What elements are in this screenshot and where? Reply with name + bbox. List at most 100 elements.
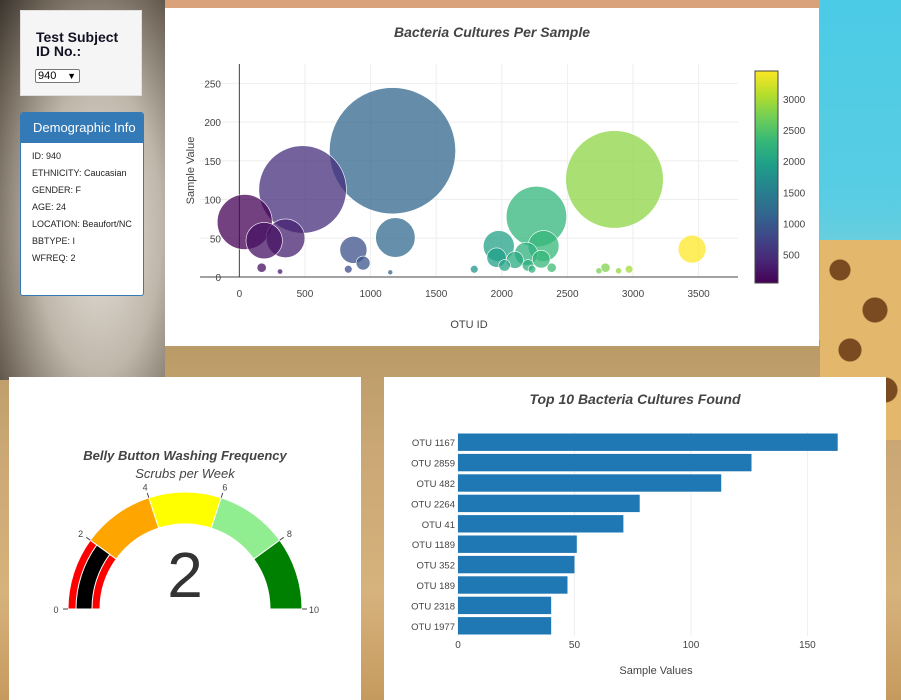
gauge-tick-label: 2 xyxy=(78,529,83,539)
bubble-point xyxy=(245,222,283,260)
x-tick-label: 1500 xyxy=(425,289,448,300)
x-tick-label: 50 xyxy=(569,640,581,651)
colorbar-tick-label: 1500 xyxy=(783,188,806,199)
y-tick-label: OTU 2264 xyxy=(411,499,455,510)
subject-selector-panel: Test Subject ID No.: 940 ▼ xyxy=(20,10,142,96)
bubble-point xyxy=(600,262,611,273)
colorbar-tick-label: 1000 xyxy=(783,219,806,230)
gauge-tick xyxy=(146,492,150,498)
y-tick-label: 0 xyxy=(215,273,221,284)
bar-chart-title: Top 10 Bacteria Cultures Found xyxy=(529,391,741,407)
demo-location: LOCATION: Beaufort/NC xyxy=(32,219,132,229)
gauge-chart[interactable]: 0 2 4 6 8 10 xyxy=(9,377,361,700)
y-tick-label: OTU 2859 xyxy=(411,459,455,470)
y-tick-label: OTU 1977 xyxy=(411,622,455,633)
y-tick-label: 250 xyxy=(204,79,221,90)
y-tick-label: 200 xyxy=(204,118,221,129)
gauge-tick xyxy=(220,492,224,498)
y-tick-label: OTU 1167 xyxy=(412,438,455,449)
bubble-point xyxy=(531,249,551,269)
gauge-tick-label: 6 xyxy=(222,482,227,492)
demographic-info-panel: Demographic Info ID: 940 ETHNICITY: Cauc… xyxy=(20,112,144,296)
demo-gender: GENDER: F xyxy=(32,185,82,195)
y-tick-label: OTU 1189 xyxy=(412,540,455,551)
bubble-point xyxy=(387,269,394,276)
demo-ethnicity: ETHNICITY: Caucasian xyxy=(32,168,127,178)
bubble-point xyxy=(546,262,557,273)
bubble-point xyxy=(565,130,664,229)
bubble-point xyxy=(355,255,371,271)
bubble-point xyxy=(344,265,353,274)
bubble-point xyxy=(498,259,511,272)
bar xyxy=(458,596,552,615)
bubble-point xyxy=(256,262,267,273)
bar xyxy=(458,494,640,513)
bubble-chart-panel: Bacteria Cultures Per Sample 0 50 100 150 20… xyxy=(165,8,819,346)
bubble-point xyxy=(277,268,284,275)
x-axis-title: OTU ID xyxy=(450,319,487,331)
x-tick-label: 100 xyxy=(683,640,700,651)
bar xyxy=(458,453,752,472)
bar xyxy=(458,535,577,553)
x-tick-label: 0 xyxy=(455,640,461,651)
y-tick-label: 50 xyxy=(210,234,222,245)
demo-id: ID: 940 xyxy=(32,151,62,161)
colorbar-tick-label: 3000 xyxy=(783,95,806,106)
demographic-header: Demographic Info xyxy=(21,113,143,143)
subject-title: Test Subject ID No.: xyxy=(36,29,119,59)
bubble-point xyxy=(624,265,634,274)
y-tick-label: OTU 2318 xyxy=(411,601,455,612)
chevron-down-icon: ▼ xyxy=(67,71,76,81)
y-tick-label: OTU 41 xyxy=(422,520,455,531)
y-tick-label: 150 xyxy=(204,157,221,168)
subject-id-value: 940 xyxy=(38,70,57,82)
x-tick-label: 500 xyxy=(297,289,314,300)
subject-id-select[interactable]: 940 ▼ xyxy=(35,69,80,83)
bar-chart-panel: Top 10 Bacteria Cultures Found 0 50 100 150… xyxy=(384,377,886,700)
x-tick-label: 2500 xyxy=(556,289,579,300)
bubble-point xyxy=(375,217,416,258)
bubble-point xyxy=(329,87,456,215)
colorbar xyxy=(754,70,779,284)
demo-age: AGE: 24 xyxy=(32,202,67,212)
x-tick-label: 2000 xyxy=(491,289,514,300)
colorbar-tick-label: 2000 xyxy=(783,157,806,168)
gauge-panel: Belly Button Washing Frequency Scrubs pe… xyxy=(9,377,361,700)
gauge-tick xyxy=(279,536,284,541)
demo-wfreq: WFREQ: 2 xyxy=(32,253,76,263)
bar xyxy=(458,474,722,492)
demo-bbtype: BBTYPE: I xyxy=(32,236,76,246)
bubble-point xyxy=(470,265,479,274)
y-tick-label: 100 xyxy=(204,196,221,207)
colorbar-tick-label: 2500 xyxy=(783,126,806,137)
gauge-tick-label: 0 xyxy=(53,605,58,615)
gauge-tick xyxy=(86,536,91,541)
y-axis-title: Sample Value xyxy=(185,137,197,205)
y-tick-label: OTU 352 xyxy=(416,561,455,572)
x-tick-label: 3000 xyxy=(622,289,645,300)
demographic-body: ID: 940 ETHNICITY: Caucasian GENDER: F A… xyxy=(21,143,143,264)
gauge-band xyxy=(148,491,222,529)
colorbar-tick-label: 500 xyxy=(783,250,800,261)
bubble-point xyxy=(677,234,707,264)
x-tick-label: 3500 xyxy=(688,289,711,300)
x-tick-label: 1000 xyxy=(359,289,382,300)
y-tick-label: OTU 482 xyxy=(416,479,455,490)
bar xyxy=(458,555,575,574)
gauge-tick-label: 8 xyxy=(287,529,292,539)
x-tick-label: 150 xyxy=(799,640,816,651)
bubble-chart-title: Bacteria Cultures Per Sample xyxy=(393,24,591,40)
gauge-tick-label: 10 xyxy=(309,605,319,615)
y-tick-label: OTU 189 xyxy=(416,581,455,592)
x-tick-label: 0 xyxy=(237,289,243,300)
bar xyxy=(458,433,838,451)
background-strip xyxy=(165,0,820,8)
gauge-tick-label: 4 xyxy=(143,482,148,492)
bar-chart[interactable]: 0 50 100 150 OTU 1167 OTU 2859 OTU 482 OTU 2264… xyxy=(384,377,886,700)
bar xyxy=(458,576,568,594)
bubble-point xyxy=(615,267,622,275)
bar xyxy=(458,515,624,533)
gauge-subtitle: Scrubs per Week xyxy=(135,466,235,481)
gauge-title: Belly Button Washing Frequency xyxy=(83,448,287,463)
